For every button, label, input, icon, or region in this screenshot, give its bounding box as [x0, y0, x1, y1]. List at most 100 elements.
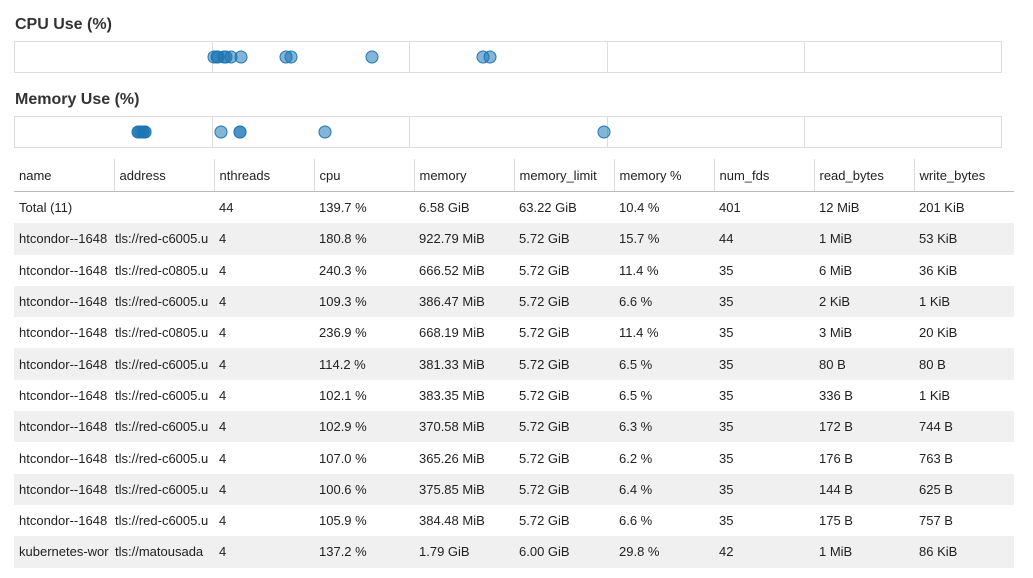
cell-address: tls://red-c0805.u: [115, 262, 209, 278]
cpu-use-title: CPU Use (%): [15, 16, 112, 33]
column-header-cpu[interactable]: cpu: [313, 159, 414, 192]
cell-write: 80 B: [914, 348, 1014, 380]
table-row[interactable]: htcondor--1648 tls://red-c6005.u 4 109.3 % 3…: [14, 285, 1014, 318]
memory-worker-dot[interactable]: [214, 125, 227, 139]
column-header-read-bytes[interactable]: read_bytes: [813, 159, 914, 192]
cell-write: 36 KiB: [919, 262, 958, 278]
cell-address: tls://red-c6005.u: [115, 387, 209, 403]
cell-name[interactable]: htcondor--1648: [14, 348, 114, 380]
cell-mempct: 15.7 %: [614, 223, 714, 255]
cell-limit: 5.72 GiB: [519, 325, 570, 341]
cell-address: [114, 192, 214, 224]
table-row[interactable]: htcondor--1648 tls://red-c6005.u 4 180.8 % 9…: [14, 223, 1014, 255]
table-row[interactable]: htcondor--1648 tls://red-c6005.u 4 114.2 % 3…: [14, 348, 1014, 380]
cell-nthreads: 4: [219, 325, 227, 341]
cell-mempct: 10.4 %: [619, 200, 660, 216]
cell-read: 1 MiB: [814, 536, 914, 568]
table-total-row[interactable]: Total (11) 44 139.7 % 6.58 GiB 63.22 GiB 10.4…: [14, 192, 1014, 224]
cell-memory: 375.85 MiB: [414, 473, 514, 505]
cell-limit: 5.72 GiB: [519, 262, 570, 278]
cell-write: 20 KiB: [919, 325, 958, 341]
cell-read: 12 MiB: [819, 200, 860, 216]
cell-write: 763 B: [919, 450, 953, 466]
table-row[interactable]: htcondor--1648 tls://red-c6005.u 4 102.1 % 3…: [14, 380, 1014, 411]
cell-name[interactable]: htcondor--1648: [19, 387, 108, 403]
cell-memory: 365.26 MiB: [419, 450, 485, 466]
column-header-name[interactable]: name: [14, 159, 114, 192]
cell-limit: 6.00 GiB: [514, 536, 614, 568]
cpu-worker-dot[interactable]: [217, 50, 231, 64]
cell-memory: 668.19 MiB: [419, 325, 485, 341]
cell-fds: 35: [719, 513, 734, 529]
cpu-worker-dot[interactable]: [476, 50, 490, 64]
cell-nthreads: 4: [219, 513, 227, 529]
cell-fds: 35: [714, 411, 814, 443]
cell-nthreads: 4: [214, 223, 314, 255]
cell-address: tls://red-c6005.u: [114, 223, 214, 255]
cell-mempct: 11.4 %: [619, 262, 659, 278]
cell-address: tls://red-c6005.u: [115, 513, 209, 529]
cell-name[interactable]: htcondor--1648: [14, 223, 114, 255]
table-row[interactable]: kubernetes-wor tls://matousada 4 137.2 % 1.7…: [14, 536, 1014, 568]
table-row[interactable]: htcondor--1648 tls://red-c0805.u 4 236.9 % 6…: [14, 317, 1014, 348]
cell-name[interactable]: htcondor--1648: [19, 513, 108, 529]
memory-use-plot[interactable]: [14, 116, 1002, 148]
cpu-worker-dot[interactable]: [279, 50, 293, 64]
table-row[interactable]: htcondor--1648 tls://red-c6005.u 4 107.0 % 3…: [14, 442, 1014, 473]
cpu-worker-dot[interactable]: [234, 50, 248, 64]
cell-mempct: 6.2 %: [619, 450, 653, 466]
cell-name[interactable]: htcondor--1648: [19, 450, 108, 466]
cell-write: 744 B: [914, 411, 1014, 443]
cell-fds: 35: [719, 387, 734, 403]
cell-mempct: 11.4 %: [619, 325, 659, 341]
cell-name[interactable]: htcondor--1648: [14, 473, 114, 505]
cell-cpu: 102.1 %: [319, 387, 367, 403]
cell-nthreads: 4: [214, 285, 314, 318]
table-row[interactable]: htcondor--1648 tls://red-c0805.u 4 240.3 % 6…: [14, 255, 1014, 286]
cell-read: 336 B: [819, 387, 853, 403]
column-header-address[interactable]: address: [113, 159, 214, 192]
table-row[interactable]: htcondor--1648 tls://red-c6005.u 4 105.9 % 3…: [14, 505, 1014, 536]
cell-read: 6 MiB: [819, 262, 853, 278]
table-row[interactable]: htcondor--1648 tls://red-c6005.u 4 102.9 % 3…: [14, 411, 1014, 443]
cell-memory: 370.58 MiB: [414, 411, 514, 443]
cell-cpu: 240.3 %: [319, 262, 367, 278]
column-header-num-fds[interactable]: num_fds: [713, 159, 814, 192]
column-header-memory[interactable]: memory %: [613, 159, 714, 192]
cell-limit: 5.72 GiB: [514, 285, 614, 318]
column-header-memory[interactable]: memory: [413, 159, 514, 192]
cpu-use-plot[interactable]: [14, 41, 1002, 73]
cell-fds: 35: [719, 325, 734, 341]
cell-read: 1 MiB: [814, 223, 914, 255]
memory-worker-dot[interactable]: [138, 125, 152, 139]
cell-name[interactable]: htcondor--1648: [19, 262, 108, 278]
cell-fds: 401: [719, 200, 741, 216]
cell-mempct: 6.5 %: [614, 348, 714, 380]
cell-address: tls://red-c0805.u: [115, 325, 209, 341]
cell-address: tls://red-c6005.u: [114, 411, 214, 443]
table-row[interactable]: htcondor--1648 tls://red-c6005.u 4 100.6 % 3…: [14, 473, 1014, 505]
cell-address: tls://red-c6005.u: [114, 473, 214, 505]
cell-limit: 5.72 GiB: [514, 411, 614, 443]
memory-worker-dot[interactable]: [597, 125, 611, 139]
plot-divider: [409, 117, 411, 147]
table-header-row: name address nthreads cpu memory memory_limit…: [14, 159, 1014, 192]
cell-write: 86 KiB: [914, 536, 1014, 568]
cell-name[interactable]: htcondor--1648: [14, 285, 114, 318]
cell-write: 757 B: [919, 513, 953, 529]
cell-name[interactable]: kubernetes-wor: [14, 536, 114, 568]
column-header-nthreads[interactable]: nthreads: [213, 159, 314, 192]
cpu-worker-dot[interactable]: [365, 50, 379, 64]
memory-worker-dot[interactable]: [233, 125, 247, 139]
column-header-memory-limit[interactable]: memory_limit: [513, 159, 614, 192]
plot-divider: [409, 42, 411, 72]
cell-name[interactable]: htcondor--1648: [19, 325, 108, 341]
cell-name[interactable]: Total (11): [19, 200, 73, 216]
plot-divider: [606, 42, 608, 72]
plot-divider: [804, 117, 806, 147]
cell-address: tls://red-c6005.u: [114, 285, 214, 318]
cell-name[interactable]: htcondor--1648: [14, 411, 114, 443]
memory-worker-dot[interactable]: [318, 125, 332, 139]
cell-limit: 5.72 GiB: [514, 473, 614, 505]
column-header-write-bytes[interactable]: write_bytes: [913, 159, 1014, 192]
